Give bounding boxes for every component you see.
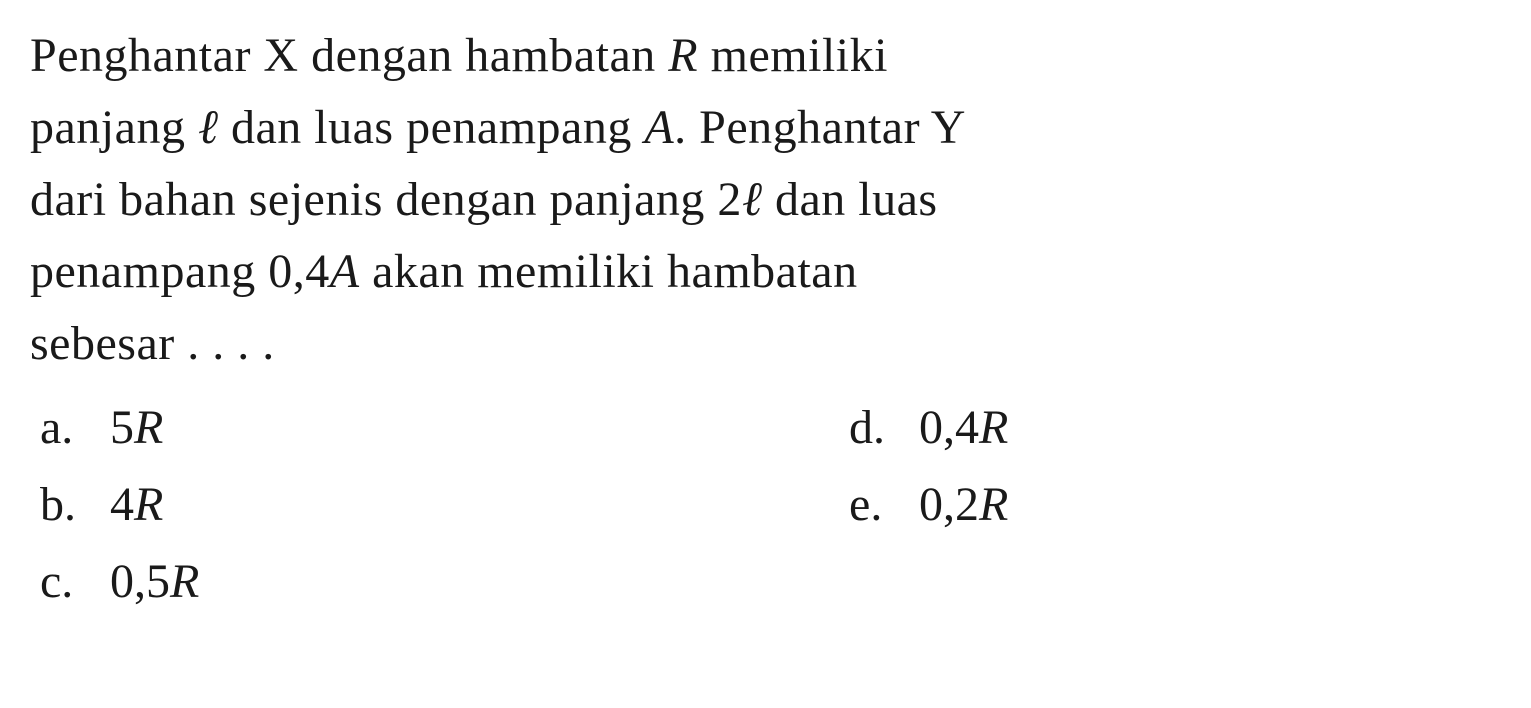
option-number: 0,4 <box>919 401 979 454</box>
option-variable: R <box>134 401 163 454</box>
option-number: 5 <box>110 401 134 454</box>
option-c[interactable]: c. 0,5R <box>30 544 839 621</box>
option-d[interactable]: d. 0,4R <box>839 390 1501 467</box>
question-stem: Penghantar X dengan hambatan R memiliki … <box>30 20 1501 380</box>
option-variable: R <box>170 555 199 608</box>
variable-r: R <box>668 29 698 82</box>
option-number: 0,5 <box>110 555 170 608</box>
option-label: a. <box>30 390 110 467</box>
variable-a: A <box>330 245 360 298</box>
variable-l: ℓ <box>198 101 219 154</box>
option-label: d. <box>839 390 919 467</box>
text-segment: akan memiliki hambatan <box>360 245 858 298</box>
option-variable: R <box>979 401 1008 454</box>
text-segment: sebesar . . . . <box>30 317 275 370</box>
variable-l: ℓ <box>742 173 763 226</box>
text-segment: memiliki <box>698 29 888 82</box>
text-segment: dan luas <box>762 173 937 226</box>
option-label: b. <box>30 467 110 544</box>
option-row: b. 4R e. 0,2R <box>30 467 1501 544</box>
text-segment: penampang 0,4 <box>30 245 330 298</box>
option-label: e. <box>839 467 919 544</box>
text-segment: Penghantar X dengan hambatan <box>30 29 668 82</box>
option-label: c. <box>30 544 110 621</box>
text-segment: panjang <box>30 101 198 154</box>
option-value: 0,5R <box>110 544 839 621</box>
option-a[interactable]: a. 5R <box>30 390 839 467</box>
answer-options: a. 5R d. 0,4R b. 4R e. 0,2R c. <box>30 390 1501 620</box>
text-segment: dan luas penampang <box>218 101 644 154</box>
option-row: a. 5R d. 0,4R <box>30 390 1501 467</box>
option-e[interactable]: e. 0,2R <box>839 467 1501 544</box>
option-value: 5R <box>110 390 839 467</box>
option-variable: R <box>134 478 163 531</box>
text-segment: dari bahan sejenis dengan panjang 2 <box>30 173 742 226</box>
option-variable: R <box>979 478 1008 531</box>
option-number: 4 <box>110 478 134 531</box>
option-b[interactable]: b. 4R <box>30 467 839 544</box>
option-number: 0,2 <box>919 478 979 531</box>
option-row: c. 0,5R <box>30 544 1501 621</box>
option-value: 0,2R <box>919 467 1501 544</box>
option-value: 4R <box>110 467 839 544</box>
option-value: 0,4R <box>919 390 1501 467</box>
text-segment: . Penghantar Y <box>674 101 966 154</box>
variable-a: A <box>644 101 674 154</box>
